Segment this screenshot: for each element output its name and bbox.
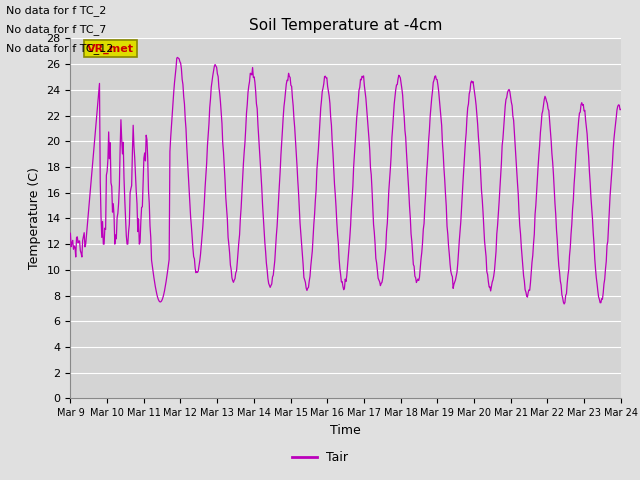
Text: VR_met: VR_met bbox=[87, 44, 134, 54]
Legend: Tair: Tair bbox=[287, 446, 353, 469]
Y-axis label: Temperature (C): Temperature (C) bbox=[28, 168, 41, 269]
Text: No data for f TC_12: No data for f TC_12 bbox=[6, 43, 114, 54]
X-axis label: Time: Time bbox=[330, 424, 361, 437]
Title: Soil Temperature at -4cm: Soil Temperature at -4cm bbox=[249, 18, 442, 33]
Text: No data for f TC_7: No data for f TC_7 bbox=[6, 24, 107, 35]
Text: No data for f TC_2: No data for f TC_2 bbox=[6, 5, 107, 16]
